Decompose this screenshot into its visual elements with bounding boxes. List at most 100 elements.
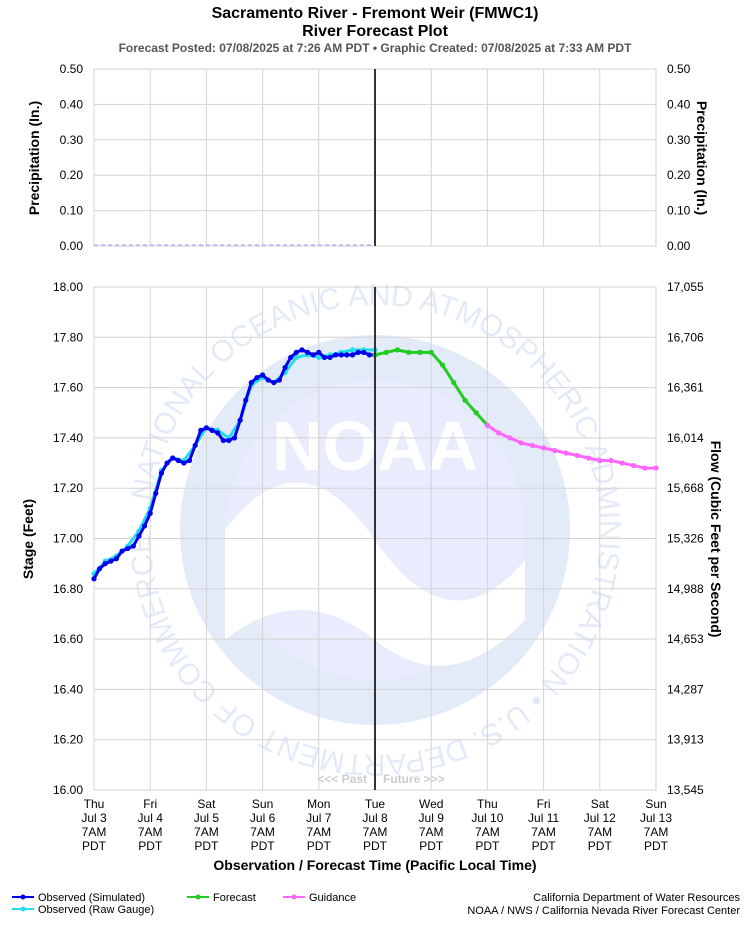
svg-text:Guidance: Guidance (309, 892, 356, 904)
x-tick-line: Jul 9 (419, 811, 445, 825)
series-point-observed-simulated (310, 352, 316, 358)
chart-title-line2: River Forecast Plot (302, 23, 449, 40)
x-tick-line: PDT (475, 839, 500, 853)
stage-y-tick-label: 18.00 (53, 280, 83, 294)
x-tick-line: Mon (307, 797, 330, 811)
series-point-observed-simulated (260, 372, 266, 378)
series-point-observed-simulated (102, 561, 108, 567)
series-point-observed-simulated (304, 349, 311, 355)
precip-y-tick-label: 0.50 (60, 62, 84, 76)
series-point-observed-simulated (215, 430, 221, 436)
x-tick-line: Jul 10 (471, 811, 503, 825)
series-point-observed-simulated (175, 457, 181, 464)
legend: Observed (Simulated) Observed (Raw Gauge… (12, 892, 356, 916)
x-tick-line: Jul 4 (138, 811, 164, 825)
series-point-guidance (619, 460, 625, 466)
series-line-guidance (486, 424, 656, 470)
flow-y-tick-label: 16,361 (667, 381, 704, 395)
flow-y-tick-label: 14,653 (667, 632, 704, 646)
precipitation-y-ticks-left: 0.00 0.10 0.20 0.30 0.40 0.50 (60, 62, 84, 253)
series-point-observed-raw-gauge (293, 354, 299, 361)
x-tick-line: Sat (197, 797, 216, 811)
svg-text:Forecast: Forecast (213, 892, 256, 904)
stage-y-tick-label: 16.40 (53, 682, 83, 696)
x-tick-line: Sun (645, 797, 666, 811)
series-point-guidance (484, 422, 490, 428)
series-point-forecast (451, 379, 457, 386)
series-point-observed-simulated (355, 349, 361, 355)
series-point-observed-simulated (91, 576, 97, 582)
x-tick-line: PDT (82, 839, 107, 853)
flow-y-ticks-right: 13,545 13,913 14,287 14,653 14,988 15,326 15,6… (667, 280, 704, 797)
series-point-observed-simulated (288, 354, 294, 361)
series-point-guidance (552, 447, 558, 454)
x-tick-line: 7AM (82, 825, 107, 839)
x-tick-line: PDT (194, 839, 219, 853)
series-point-observed-simulated (237, 417, 243, 423)
chart-title: Sacramento River - Fremont Weir (FMWC1) (212, 5, 539, 22)
series-point-observed-simulated (327, 354, 333, 361)
stage-y-tick-label: 16.80 (53, 582, 83, 596)
flow-y-label: Flow (Cubic Feet per Second) (708, 441, 724, 638)
precipitation-y-label-left: Precipitation (In.) (26, 101, 42, 215)
flow-y-tick-label: 13,913 (667, 733, 704, 747)
x-tick-line: 7AM (419, 825, 444, 839)
series-point-observed-simulated (321, 354, 328, 361)
precip-y-tick-label-right: 0.00 (667, 239, 691, 253)
precip-y-tick-label-right: 0.20 (667, 168, 691, 182)
series-point-guidance (496, 430, 502, 436)
flow-y-tick-label: 16,014 (667, 431, 704, 445)
series-point-forecast (439, 362, 446, 368)
series-point-observed-simulated (158, 470, 165, 476)
series-point-observed-simulated (265, 377, 271, 383)
x-tick-line: Sun (252, 797, 273, 811)
series-point-observed-simulated (153, 490, 159, 496)
series-point-forecast (462, 397, 468, 403)
series-point-guidance (630, 462, 637, 469)
precip-y-tick-label-right: 0.30 (667, 133, 691, 147)
precip-y-tick-label: 0.00 (60, 239, 84, 253)
series-point-observed-raw-gauge (349, 347, 356, 353)
series-point-observed-simulated (271, 379, 277, 386)
precipitation-panel: 0.00 0.10 0.20 0.30 0.40 0.50 0.00 0.10 0.20 0.3… (26, 62, 710, 253)
x-tick-line: Jul 7 (306, 811, 332, 825)
future-label: Future >>> (383, 772, 445, 786)
legend-item-guidance: Guidance (283, 892, 356, 904)
x-tick-line: PDT (138, 839, 163, 853)
precip-y-tick-label: 0.10 (60, 204, 84, 218)
x-tick-line: 7AM (475, 825, 500, 839)
flow-y-tick-label: 15,326 (667, 532, 704, 546)
series-point-observed-simulated (282, 364, 288, 371)
series-point-guidance (563, 450, 569, 456)
series-point-observed-simulated (119, 548, 125, 554)
x-axis-label: Observation / Forecast Time (Pacific Loc… (213, 857, 536, 873)
stage-y-tick-label: 17.60 (53, 381, 83, 395)
x-tick-line: PDT (532, 839, 557, 853)
precip-y-tick-label-right: 0.50 (667, 62, 691, 76)
series-point-observed-simulated (349, 352, 356, 358)
chart-subtitle: Forecast Posted: 07/08/2025 at 7:26 AM P… (119, 41, 633, 55)
series-point-observed-simulated (361, 349, 367, 355)
stage-y-tick-label: 17.20 (53, 481, 83, 495)
stage-y-tick-label: 17.80 (53, 330, 83, 344)
series-point-observed-simulated (125, 545, 131, 552)
footer-credit-dwr: California Department of Water Resources (533, 892, 740, 904)
series-point-guidance (574, 452, 580, 459)
series-point-forecast (473, 410, 479, 416)
stage-panel: 16.00 16.20 16.40 16.60 16.80 17.00 17.20 17.40… (20, 280, 724, 797)
x-tick-line: 7AM (587, 825, 612, 839)
svg-text:Observed (Simulated): Observed (Simulated) (38, 892, 145, 904)
legend-item-observed-simulated: Observed (Simulated) (12, 892, 145, 904)
precip-y-tick-label: 0.30 (60, 133, 84, 147)
series-point-observed-simulated (226, 437, 232, 444)
series-point-observed-simulated (338, 352, 344, 358)
x-tick-line: 7AM (306, 825, 331, 839)
x-tick-line: 7AM (531, 825, 556, 839)
